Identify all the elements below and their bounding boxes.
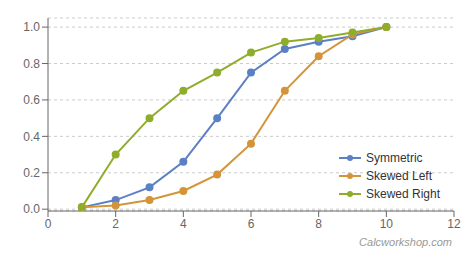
svg-text:0.2: 0.2 bbox=[23, 166, 40, 180]
svg-text:0: 0 bbox=[45, 217, 52, 231]
html-text:Calcworkshop.com: Calcworkshop.com bbox=[359, 236, 452, 248]
svg-text:0.6: 0.6 bbox=[23, 93, 40, 107]
svg-text:1.0: 1.0 bbox=[23, 20, 40, 34]
svg-text:0.0: 0.0 bbox=[23, 202, 40, 216]
svg-text:8: 8 bbox=[315, 217, 322, 231]
html-text:Skewed Left: Skewed Left bbox=[366, 169, 432, 183]
svg-text:2: 2 bbox=[112, 217, 119, 231]
svg-text:0.4: 0.4 bbox=[23, 130, 40, 144]
svg-text:6: 6 bbox=[248, 217, 255, 231]
svg-text:0.8: 0.8 bbox=[23, 57, 40, 71]
svg-text:4: 4 bbox=[180, 217, 187, 231]
svg-text:10: 10 bbox=[380, 217, 394, 231]
html-text:Symmetric: Symmetric bbox=[366, 151, 423, 165]
svg-text:12: 12 bbox=[447, 217, 461, 231]
html-text:Skewed Right: Skewed Right bbox=[366, 187, 440, 201]
